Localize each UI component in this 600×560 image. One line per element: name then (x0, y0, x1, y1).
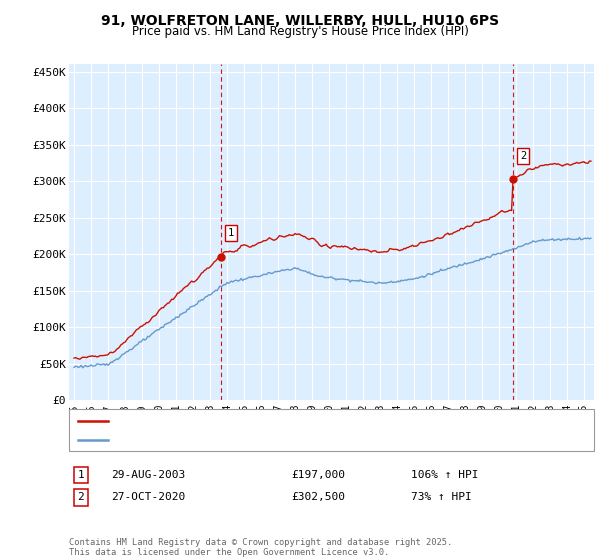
Text: 106% ↑ HPI: 106% ↑ HPI (411, 470, 479, 480)
Text: 73% ↑ HPI: 73% ↑ HPI (411, 492, 472, 502)
Text: 1: 1 (228, 228, 234, 238)
Text: £302,500: £302,500 (291, 492, 345, 502)
Text: 2: 2 (77, 492, 85, 502)
Text: 27-OCT-2020: 27-OCT-2020 (111, 492, 185, 502)
Text: 29-AUG-2003: 29-AUG-2003 (111, 470, 185, 480)
Text: 91, WOLFRETON LANE, WILLERBY, HULL, HU10 6PS (semi-detached house): 91, WOLFRETON LANE, WILLERBY, HULL, HU10… (114, 417, 493, 426)
Text: Price paid vs. HM Land Registry's House Price Index (HPI): Price paid vs. HM Land Registry's House … (131, 25, 469, 38)
Text: 1: 1 (77, 470, 85, 480)
Text: Contains HM Land Registry data © Crown copyright and database right 2025.
This d: Contains HM Land Registry data © Crown c… (69, 538, 452, 557)
Text: HPI: Average price, semi-detached house, East Riding of Yorkshire: HPI: Average price, semi-detached house,… (114, 436, 488, 445)
Text: 2: 2 (520, 151, 526, 161)
Text: £197,000: £197,000 (291, 470, 345, 480)
Text: 91, WOLFRETON LANE, WILLERBY, HULL, HU10 6PS: 91, WOLFRETON LANE, WILLERBY, HULL, HU10… (101, 14, 499, 28)
